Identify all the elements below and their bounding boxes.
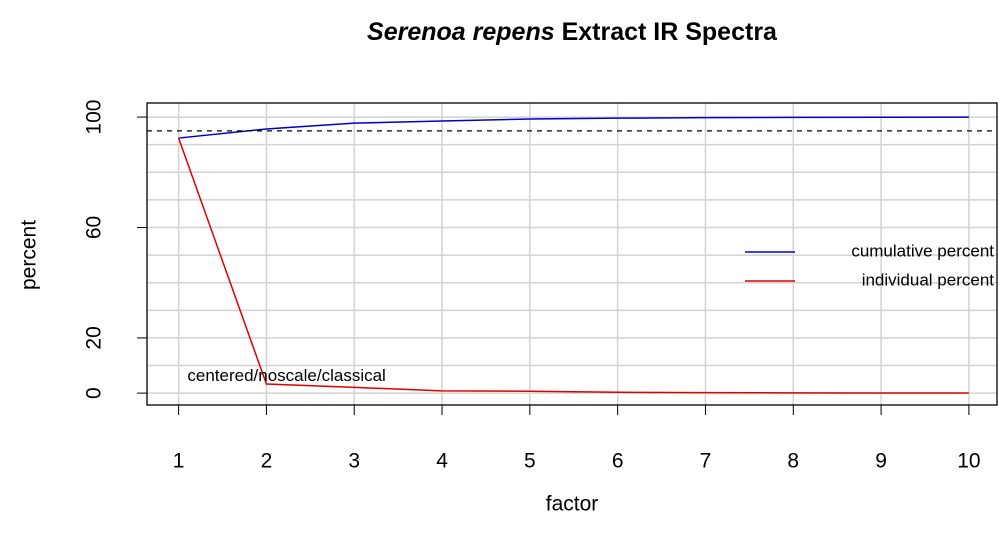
x-tick-label: 5 xyxy=(524,450,536,473)
series-line xyxy=(177,137,969,394)
legend-label: individual percent xyxy=(862,270,995,289)
annotation: centered/noscale/classical xyxy=(187,366,385,385)
legend-label: cumulative percent xyxy=(851,241,994,260)
x-tick-label: 2 xyxy=(261,450,273,473)
plot-frame xyxy=(146,102,998,406)
y-tick-label: 20 xyxy=(83,326,106,349)
x-tick-label: 7 xyxy=(700,450,712,473)
y-tick-label: 100 xyxy=(83,100,106,135)
y-tick-label: 60 xyxy=(83,216,106,239)
x-tick-label: 4 xyxy=(436,450,448,473)
x-tick-label: 9 xyxy=(875,450,887,473)
y-tick-label: 0 xyxy=(83,387,106,399)
chart-title: Serenoa repens Extract IR Spectra xyxy=(367,18,778,46)
x-tick-label: 3 xyxy=(348,450,360,473)
x-tick-label: 1 xyxy=(173,450,185,473)
y-axis-label: percent xyxy=(18,220,41,290)
x-tick-label: 8 xyxy=(787,450,799,473)
x-tick-label: 10 xyxy=(957,450,980,473)
series-line xyxy=(178,116,969,139)
title-italic: Serenoa repens xyxy=(367,18,555,46)
x-axis-label: factor xyxy=(546,493,599,516)
x-tick-label: 6 xyxy=(612,450,624,473)
title-rest: Extract IR Spectra xyxy=(562,18,778,46)
